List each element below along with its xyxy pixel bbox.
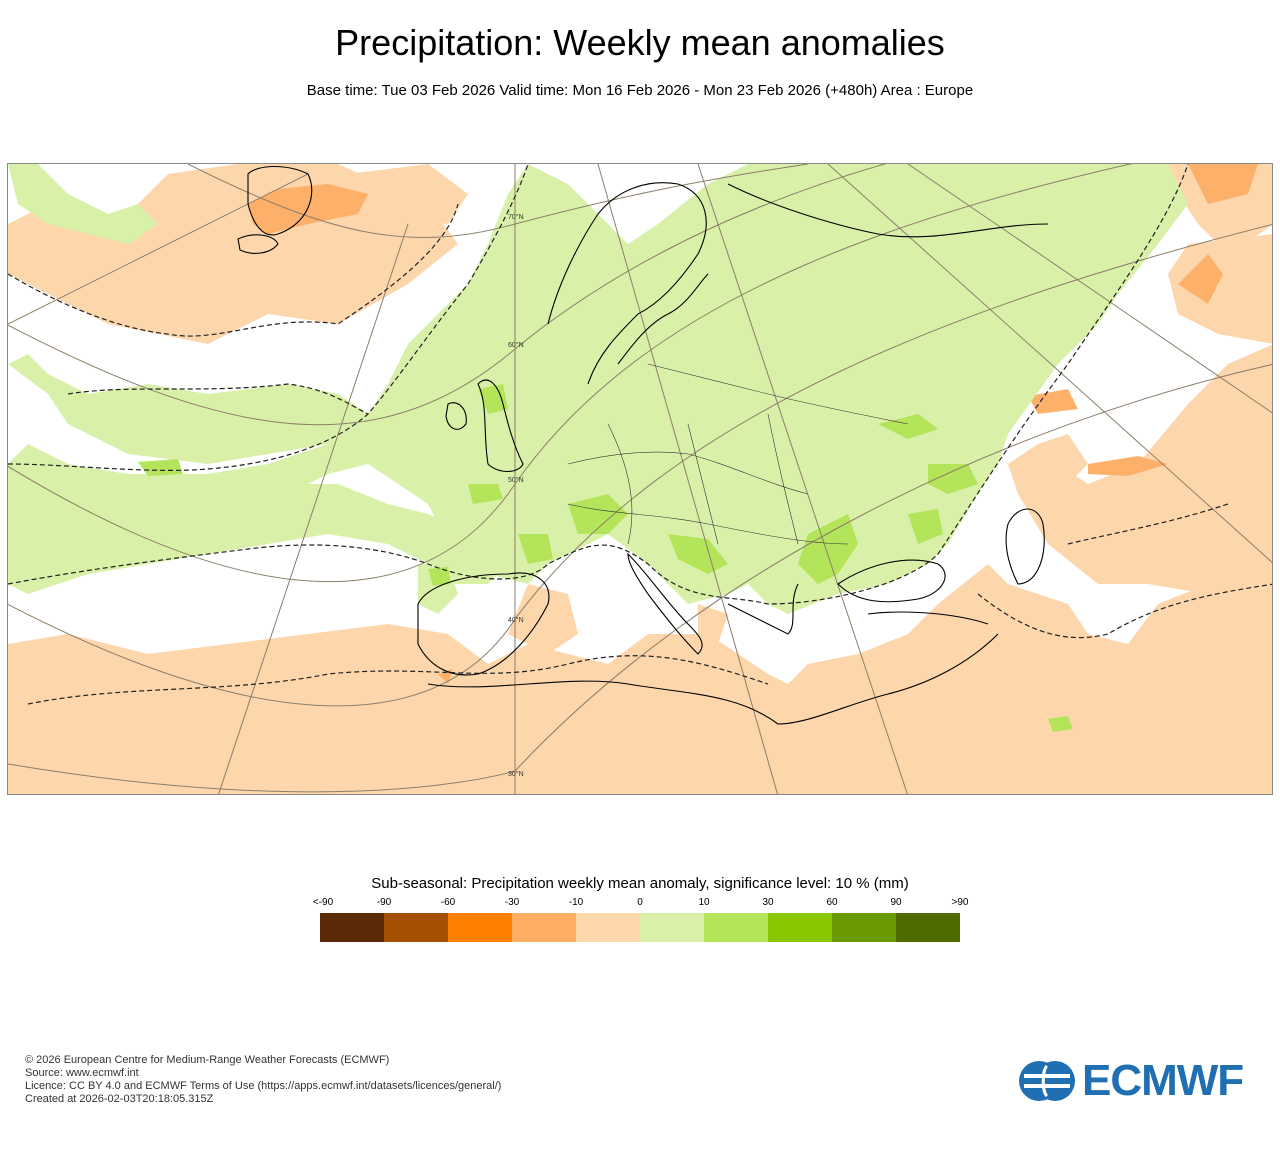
legend-color-cell bbox=[320, 913, 384, 942]
page-title: Precipitation: Weekly mean anomalies bbox=[335, 22, 945, 63]
graticule bbox=[8, 164, 1272, 794]
legend-tick: -30 bbox=[504, 897, 520, 908]
lat-label-50: 50°N bbox=[508, 476, 524, 484]
legend-color-cell bbox=[768, 913, 832, 942]
lat-label-70: 70°N bbox=[508, 213, 524, 221]
legend-tick: 60 bbox=[826, 897, 838, 908]
legend-color-cell bbox=[896, 913, 960, 942]
legend-color-cell bbox=[576, 913, 640, 942]
strong-wet-patches bbox=[138, 384, 1073, 732]
footer-created: Created at 2026-02-03T20:18:05.315Z bbox=[25, 1093, 214, 1105]
ecmwf-logo[interactable]: ECMWF bbox=[1018, 1058, 1258, 1104]
legend-color-cell bbox=[448, 913, 512, 942]
ecmwf-logo-text: ECMWF bbox=[1082, 1056, 1244, 1105]
wet-anomaly-regions bbox=[8, 164, 1188, 614]
latitude-labels: 70°N 60°N 50°N 40°N 30°N bbox=[508, 213, 524, 778]
legend-color-bar bbox=[320, 913, 960, 942]
footer-licence: Licence: CC BY 4.0 and ECMWF Terms of Us… bbox=[25, 1080, 502, 1092]
page-subtitle: Base time: Tue 03 Feb 2026 Valid time: M… bbox=[306, 82, 974, 99]
country-borders bbox=[567, 363, 909, 545]
legend-color-cell bbox=[640, 913, 704, 942]
coastlines bbox=[237, 166, 1049, 725]
legend-tick: 0 bbox=[637, 897, 643, 908]
legend-color-cell bbox=[512, 913, 576, 942]
footer-source: Source: www.ecmwf.int bbox=[25, 1067, 139, 1079]
legend-tick: -60 bbox=[440, 897, 456, 908]
dry-anomaly-regions bbox=[8, 164, 1272, 794]
legend-tick: -90 bbox=[376, 897, 392, 908]
map-panel[interactable]: 70°N 60°N 50°N 40°N 30°N bbox=[7, 163, 1273, 795]
legend-tick: 90 bbox=[890, 897, 902, 908]
footer: © 2026 European Centre for Medium-Range … bbox=[25, 1054, 501, 1106]
legend-color-cell bbox=[384, 913, 448, 942]
lat-label-40: 40°N bbox=[508, 616, 524, 624]
footer-copyright: © 2026 European Centre for Medium-Range … bbox=[25, 1054, 390, 1066]
legend-ticks: <-90 -90 -60 -30 -10 0 10 30 60 90 >90 bbox=[313, 897, 969, 911]
lat-label-30: 30°N bbox=[508, 770, 524, 778]
significance-contours bbox=[8, 164, 1272, 705]
ecmwf-logo-icon bbox=[1019, 1061, 1075, 1101]
legend-title: Sub-seasonal: Precipitation weekly mean … bbox=[371, 875, 909, 892]
legend-tick: 30 bbox=[762, 897, 774, 908]
legend-tick: -10 bbox=[568, 897, 584, 908]
lat-label-60: 60°N bbox=[508, 341, 524, 349]
legend-color-cell bbox=[704, 913, 768, 942]
legend-tick: <-90 bbox=[312, 897, 334, 908]
legend-color-cell bbox=[832, 913, 896, 942]
legend-tick: 10 bbox=[698, 897, 710, 908]
legend-tick: >90 bbox=[951, 897, 969, 908]
anomaly-map[interactable]: 70°N 60°N 50°N 40°N 30°N bbox=[8, 164, 1273, 795]
